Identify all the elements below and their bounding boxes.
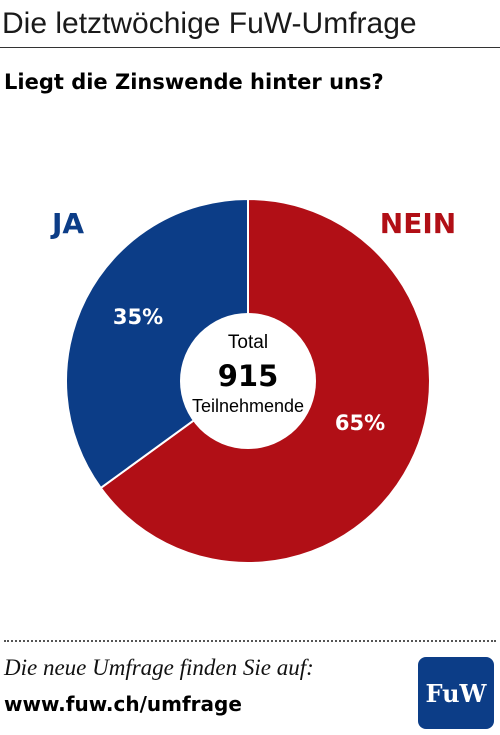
center-value: 915: [218, 359, 279, 393]
footer-url[interactable]: www.fuw.ch/umfrage: [4, 692, 242, 716]
survey-question: Liegt die Zinswende hinter uns?: [4, 70, 384, 94]
center-label-bottom: Teilnehmende: [192, 396, 304, 416]
fuw-logo: FuW: [418, 657, 494, 729]
slice-ja: [65, 197, 249, 490]
donut-hole: [180, 313, 316, 449]
category-label-nein: NEIN: [380, 207, 456, 240]
donut-chart: JA NEIN 35% 65% Total 915 Teilnehmende: [50, 197, 456, 564]
dotted-divider: [4, 640, 496, 642]
footer-text: Die neue Umfrage finden Sie auf:: [4, 655, 314, 680]
page-header: Die letztwöchige FuW-Umfrage: [0, 0, 500, 48]
fuw-logo-text: FuW: [425, 678, 487, 708]
center-label-top: Total: [228, 332, 268, 353]
slice-value-ja: 35%: [113, 305, 163, 329]
slice-value-nein: 65%: [335, 411, 385, 435]
category-label-ja: JA: [50, 207, 84, 240]
